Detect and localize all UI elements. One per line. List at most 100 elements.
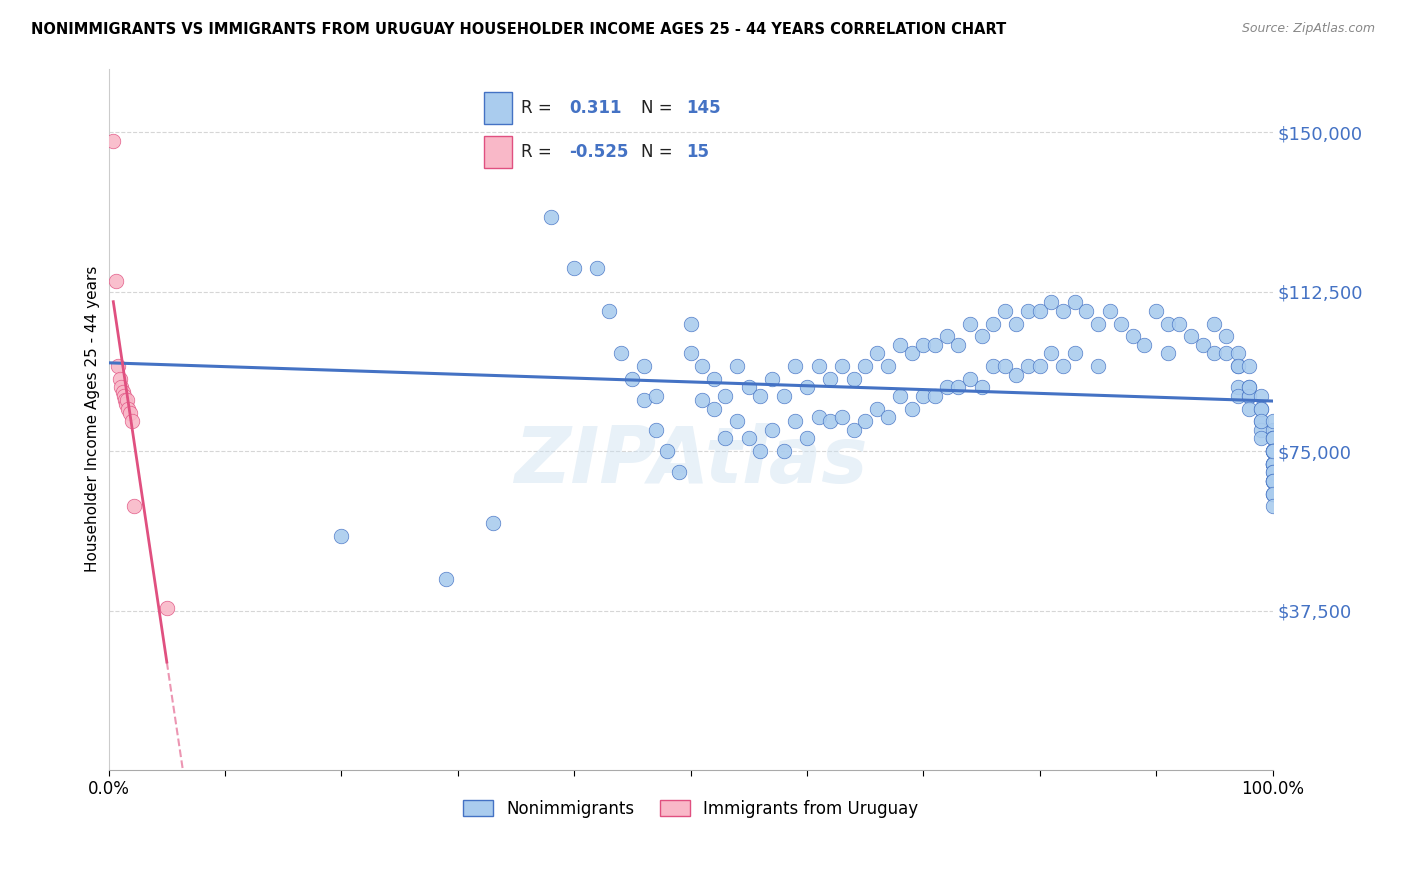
Point [1226, 380, 1249, 394]
Point [657, 444, 679, 458]
Point [924, 338, 946, 352]
Point [330, 529, 353, 543]
Point [1250, 401, 1272, 416]
Point [703, 401, 725, 416]
Point [703, 372, 725, 386]
Point [1168, 317, 1191, 331]
Point [1261, 431, 1284, 445]
Point [1076, 303, 1098, 318]
Point [796, 380, 818, 394]
Point [772, 444, 794, 458]
Point [900, 401, 922, 416]
Point [679, 346, 702, 360]
Point [1261, 486, 1284, 500]
Point [935, 329, 957, 343]
Point [948, 338, 970, 352]
Text: ZIPAtlas: ZIPAtlas [513, 424, 868, 500]
Point [1250, 389, 1272, 403]
Point [853, 359, 876, 373]
Point [1157, 346, 1180, 360]
Point [1261, 444, 1284, 458]
Point [749, 444, 772, 458]
Point [866, 346, 889, 360]
Point [562, 261, 585, 276]
Point [1144, 303, 1167, 318]
Point [1063, 295, 1085, 310]
Point [110, 380, 132, 394]
Point [103, 134, 125, 148]
Point [1261, 431, 1284, 445]
Point [1261, 431, 1284, 445]
Point [761, 372, 783, 386]
Point [1261, 444, 1284, 458]
Point [959, 372, 981, 386]
Point [866, 401, 889, 416]
Point [970, 380, 993, 394]
Point [621, 372, 644, 386]
Point [1029, 359, 1052, 373]
Point [1052, 303, 1074, 318]
Point [714, 389, 737, 403]
Point [796, 431, 818, 445]
Point [1017, 303, 1039, 318]
Text: Source: ZipAtlas.com: Source: ZipAtlas.com [1241, 22, 1375, 36]
Point [842, 423, 865, 437]
Point [738, 380, 761, 394]
Point [644, 389, 666, 403]
Point [115, 397, 138, 411]
Point [1005, 317, 1028, 331]
Point [1261, 457, 1284, 471]
Point [117, 393, 139, 408]
Point [1250, 414, 1272, 428]
Point [912, 338, 935, 352]
Point [970, 329, 993, 343]
Point [853, 414, 876, 428]
Point [1239, 380, 1261, 394]
Point [1180, 329, 1202, 343]
Point [994, 303, 1017, 318]
Point [1261, 444, 1284, 458]
Point [481, 516, 503, 531]
Point [1250, 431, 1272, 445]
Point [1191, 338, 1213, 352]
Point [117, 401, 139, 416]
Point [586, 261, 609, 276]
Point [690, 359, 713, 373]
Point [1250, 401, 1272, 416]
Point [1261, 457, 1284, 471]
Point [761, 423, 783, 437]
Point [1261, 444, 1284, 458]
Point [959, 317, 981, 331]
Point [121, 414, 143, 428]
Point [1204, 317, 1226, 331]
Point [1052, 359, 1074, 373]
Point [679, 317, 702, 331]
Point [935, 380, 957, 394]
Point [114, 393, 136, 408]
Point [785, 359, 807, 373]
Point [1250, 414, 1272, 428]
Point [1215, 329, 1237, 343]
Point [725, 414, 748, 428]
Point [912, 389, 935, 403]
Point [889, 338, 911, 352]
Point [1261, 457, 1284, 471]
Point [112, 389, 135, 403]
Point [738, 431, 761, 445]
Point [1239, 380, 1261, 394]
Point [668, 466, 690, 480]
Point [807, 359, 830, 373]
Point [1261, 466, 1284, 480]
Point [1261, 414, 1284, 428]
Point [1261, 444, 1284, 458]
Point [772, 389, 794, 403]
Point [644, 423, 666, 437]
Text: NONIMMIGRANTS VS IMMIGRANTS FROM URUGUAY HOUSEHOLDER INCOME AGES 25 - 44 YEARS C: NONIMMIGRANTS VS IMMIGRANTS FROM URUGUAY… [31, 22, 1007, 37]
Point [1239, 359, 1261, 373]
Point [1261, 474, 1284, 488]
Point [1005, 368, 1028, 382]
Point [1226, 346, 1249, 360]
Point [1029, 303, 1052, 318]
Point [1239, 389, 1261, 403]
Point [831, 359, 853, 373]
